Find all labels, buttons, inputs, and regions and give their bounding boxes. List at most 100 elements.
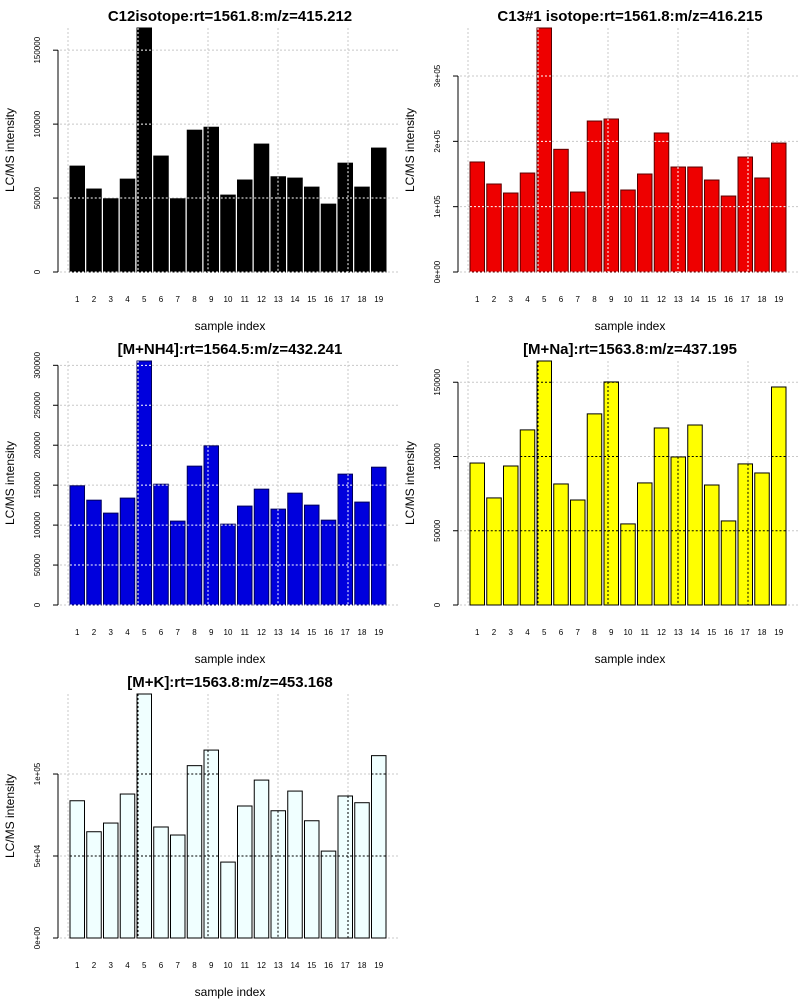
x-tick-label: 3 — [509, 628, 514, 637]
x-tick-label: 2 — [492, 628, 497, 637]
x-tick-label: 3 — [109, 628, 114, 637]
y-axis: 0e+00 1e+05 2e+05 3e+05 — [433, 64, 459, 283]
y-tick-label: 100000 — [33, 511, 42, 538]
bar-12 — [253, 143, 270, 273]
bar-12 — [253, 779, 270, 939]
x-tick-label: 17 — [341, 295, 350, 304]
y-axis: 0 50000 100000 150000 — [433, 368, 459, 607]
bar-8 — [186, 765, 203, 939]
x-tick-label: 4 — [125, 961, 130, 970]
x-tick-label: 14 — [291, 295, 300, 304]
x-tick-label: 15 — [707, 628, 716, 637]
chart-title: C13#1 isotope:rt=1561.8:m/z=416.215 — [497, 8, 762, 25]
x-tick-label: 8 — [592, 295, 597, 304]
x-tick-label: 8 — [192, 628, 197, 637]
x-tick-label: 19 — [374, 628, 383, 637]
bar-8 — [186, 465, 203, 606]
x-tick-label: 18 — [358, 628, 367, 637]
bar-5 — [136, 693, 152, 939]
y-axis: 0e+00 5e+04 1e+05 — [33, 762, 59, 949]
bar-7 — [170, 834, 186, 939]
x-tick-label: 1 — [475, 628, 480, 637]
y-axis: 0 50000 100000 150000 200000 250000 300000 — [33, 351, 59, 607]
x-tick-label: 13 — [274, 628, 283, 637]
bar-19 — [371, 755, 387, 939]
x-tick-label: 16 — [324, 295, 333, 304]
bar-8 — [586, 413, 603, 606]
grid-overlay — [70, 28, 386, 273]
y-tick-label: 50000 — [33, 553, 42, 576]
x-tick-label: 5 — [142, 628, 147, 637]
bar-16 — [720, 195, 737, 273]
bar-3 — [503, 465, 519, 606]
x-tick-label: 19 — [374, 961, 383, 970]
chart-panel-c12-isotope: C12isotope:rt=1561.8:m/z=415.212 sample … — [0, 0, 400, 333]
x-tick-label: 12 — [257, 961, 266, 970]
x-tick-label: 11 — [641, 295, 650, 304]
bar-8 — [586, 120, 603, 273]
x-tick-label: 1 — [75, 628, 80, 637]
bar-18 — [354, 501, 370, 606]
x-tick-label: 6 — [559, 295, 564, 304]
y-tick-label: 0 — [33, 269, 42, 274]
bar-1 — [69, 800, 85, 939]
bar-3 — [103, 198, 119, 273]
x-tick-label: 7 — [176, 295, 181, 304]
x-tick-label: 9 — [609, 295, 614, 304]
x-tick-label: 5 — [142, 961, 147, 970]
x-tick-label: 13 — [674, 295, 683, 304]
x-tick-label: 18 — [358, 961, 367, 970]
bar-8 — [186, 129, 203, 273]
bar-3 — [503, 192, 519, 273]
bar-14 — [287, 790, 303, 939]
bars — [469, 360, 787, 606]
bar-15 — [704, 484, 720, 606]
chart-svg: C13#1 isotope:rt=1561.8:m/z=416.215 samp… — [403, 8, 800, 333]
bar-5 — [136, 360, 152, 606]
x-tick-label: 15 — [307, 295, 316, 304]
x-tick-label: 6 — [159, 628, 164, 637]
bar-9 — [203, 126, 219, 273]
x-axis: 1 2 3 4 5 6 7 8 9 10 11 12 13 14 15 16 17 18 19 — [75, 961, 384, 970]
bar-7 — [170, 198, 186, 273]
chart-title: C12isotope:rt=1561.8:m/z=415.212 — [108, 8, 352, 25]
y-axis-label: LC/MS intensity — [403, 441, 417, 525]
y-tick-label: 100000 — [433, 443, 442, 470]
bar-2 — [86, 499, 102, 606]
chart-panel-m-k: [M+K]:rt=1563.8:m/z=453.168 sample index… — [0, 666, 400, 999]
x-tick-label: 16 — [324, 961, 333, 970]
x-axis: 1 2 3 4 5 6 7 8 9 10 11 12 13 14 15 16 17 18 19 — [75, 295, 384, 304]
y-tick-label: 2e+05 — [433, 130, 442, 153]
x-tick-label: 14 — [691, 295, 700, 304]
bar-15 — [704, 179, 720, 273]
x-tick-label: 10 — [624, 628, 633, 637]
y-tick-label: 250000 — [33, 391, 42, 418]
x-tick-label: 1 — [75, 295, 80, 304]
x-axis-label: sample index — [195, 319, 266, 333]
bar-12 — [653, 132, 670, 273]
bar-17 — [337, 473, 353, 606]
grid-overlay — [470, 28, 786, 273]
chart-svg: [M+NH4]:rt=1564.5:m/z=432.241 sample ind… — [3, 341, 400, 666]
y-tick-label: 5e+04 — [33, 844, 42, 867]
bar-14 — [687, 166, 703, 273]
x-tick-label: 19 — [774, 295, 783, 304]
x-tick-label: 16 — [724, 628, 733, 637]
x-axis: 1 2 3 4 5 6 7 8 9 10 11 12 13 14 15 16 17 18 19 — [475, 628, 784, 637]
x-tick-label: 1 — [75, 961, 80, 970]
bar-4 — [119, 793, 136, 939]
bar-1 — [469, 161, 485, 273]
y-axis-label: LC/MS intensity — [3, 774, 17, 858]
x-tick-label: 12 — [657, 628, 666, 637]
bar-14 — [687, 424, 703, 606]
x-tick-label: 1 — [475, 295, 480, 304]
x-tick-label: 15 — [707, 295, 716, 304]
bar-6 — [153, 826, 169, 939]
x-tick-label: 18 — [758, 295, 767, 304]
bar-17 — [337, 162, 353, 273]
bars — [69, 27, 387, 273]
x-tick-label: 8 — [192, 961, 197, 970]
x-tick-label: 7 — [576, 295, 581, 304]
